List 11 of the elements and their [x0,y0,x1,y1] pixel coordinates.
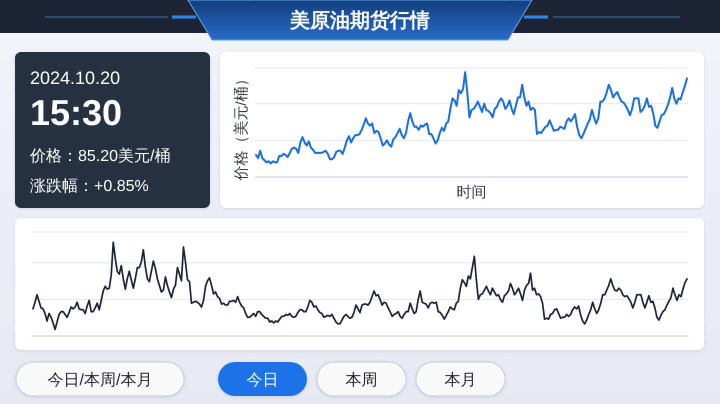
text: 今日 [246,372,278,389]
y-axis-title: 价格（美元/桶） [233,71,250,182]
text: 本月 [444,370,476,389]
text: 美原油期货行情 [289,9,430,32]
text: 本周 [346,370,378,389]
x-axis-title: 时间 [456,184,486,201]
text: 涨跌幅：+0.85% [30,177,149,195]
text: 今日/本周/本月 [48,370,152,389]
text: 15:30 [30,92,122,133]
text: 2024.10.20 [30,68,120,88]
text: 价格：85.20美元/桶 [29,147,170,165]
